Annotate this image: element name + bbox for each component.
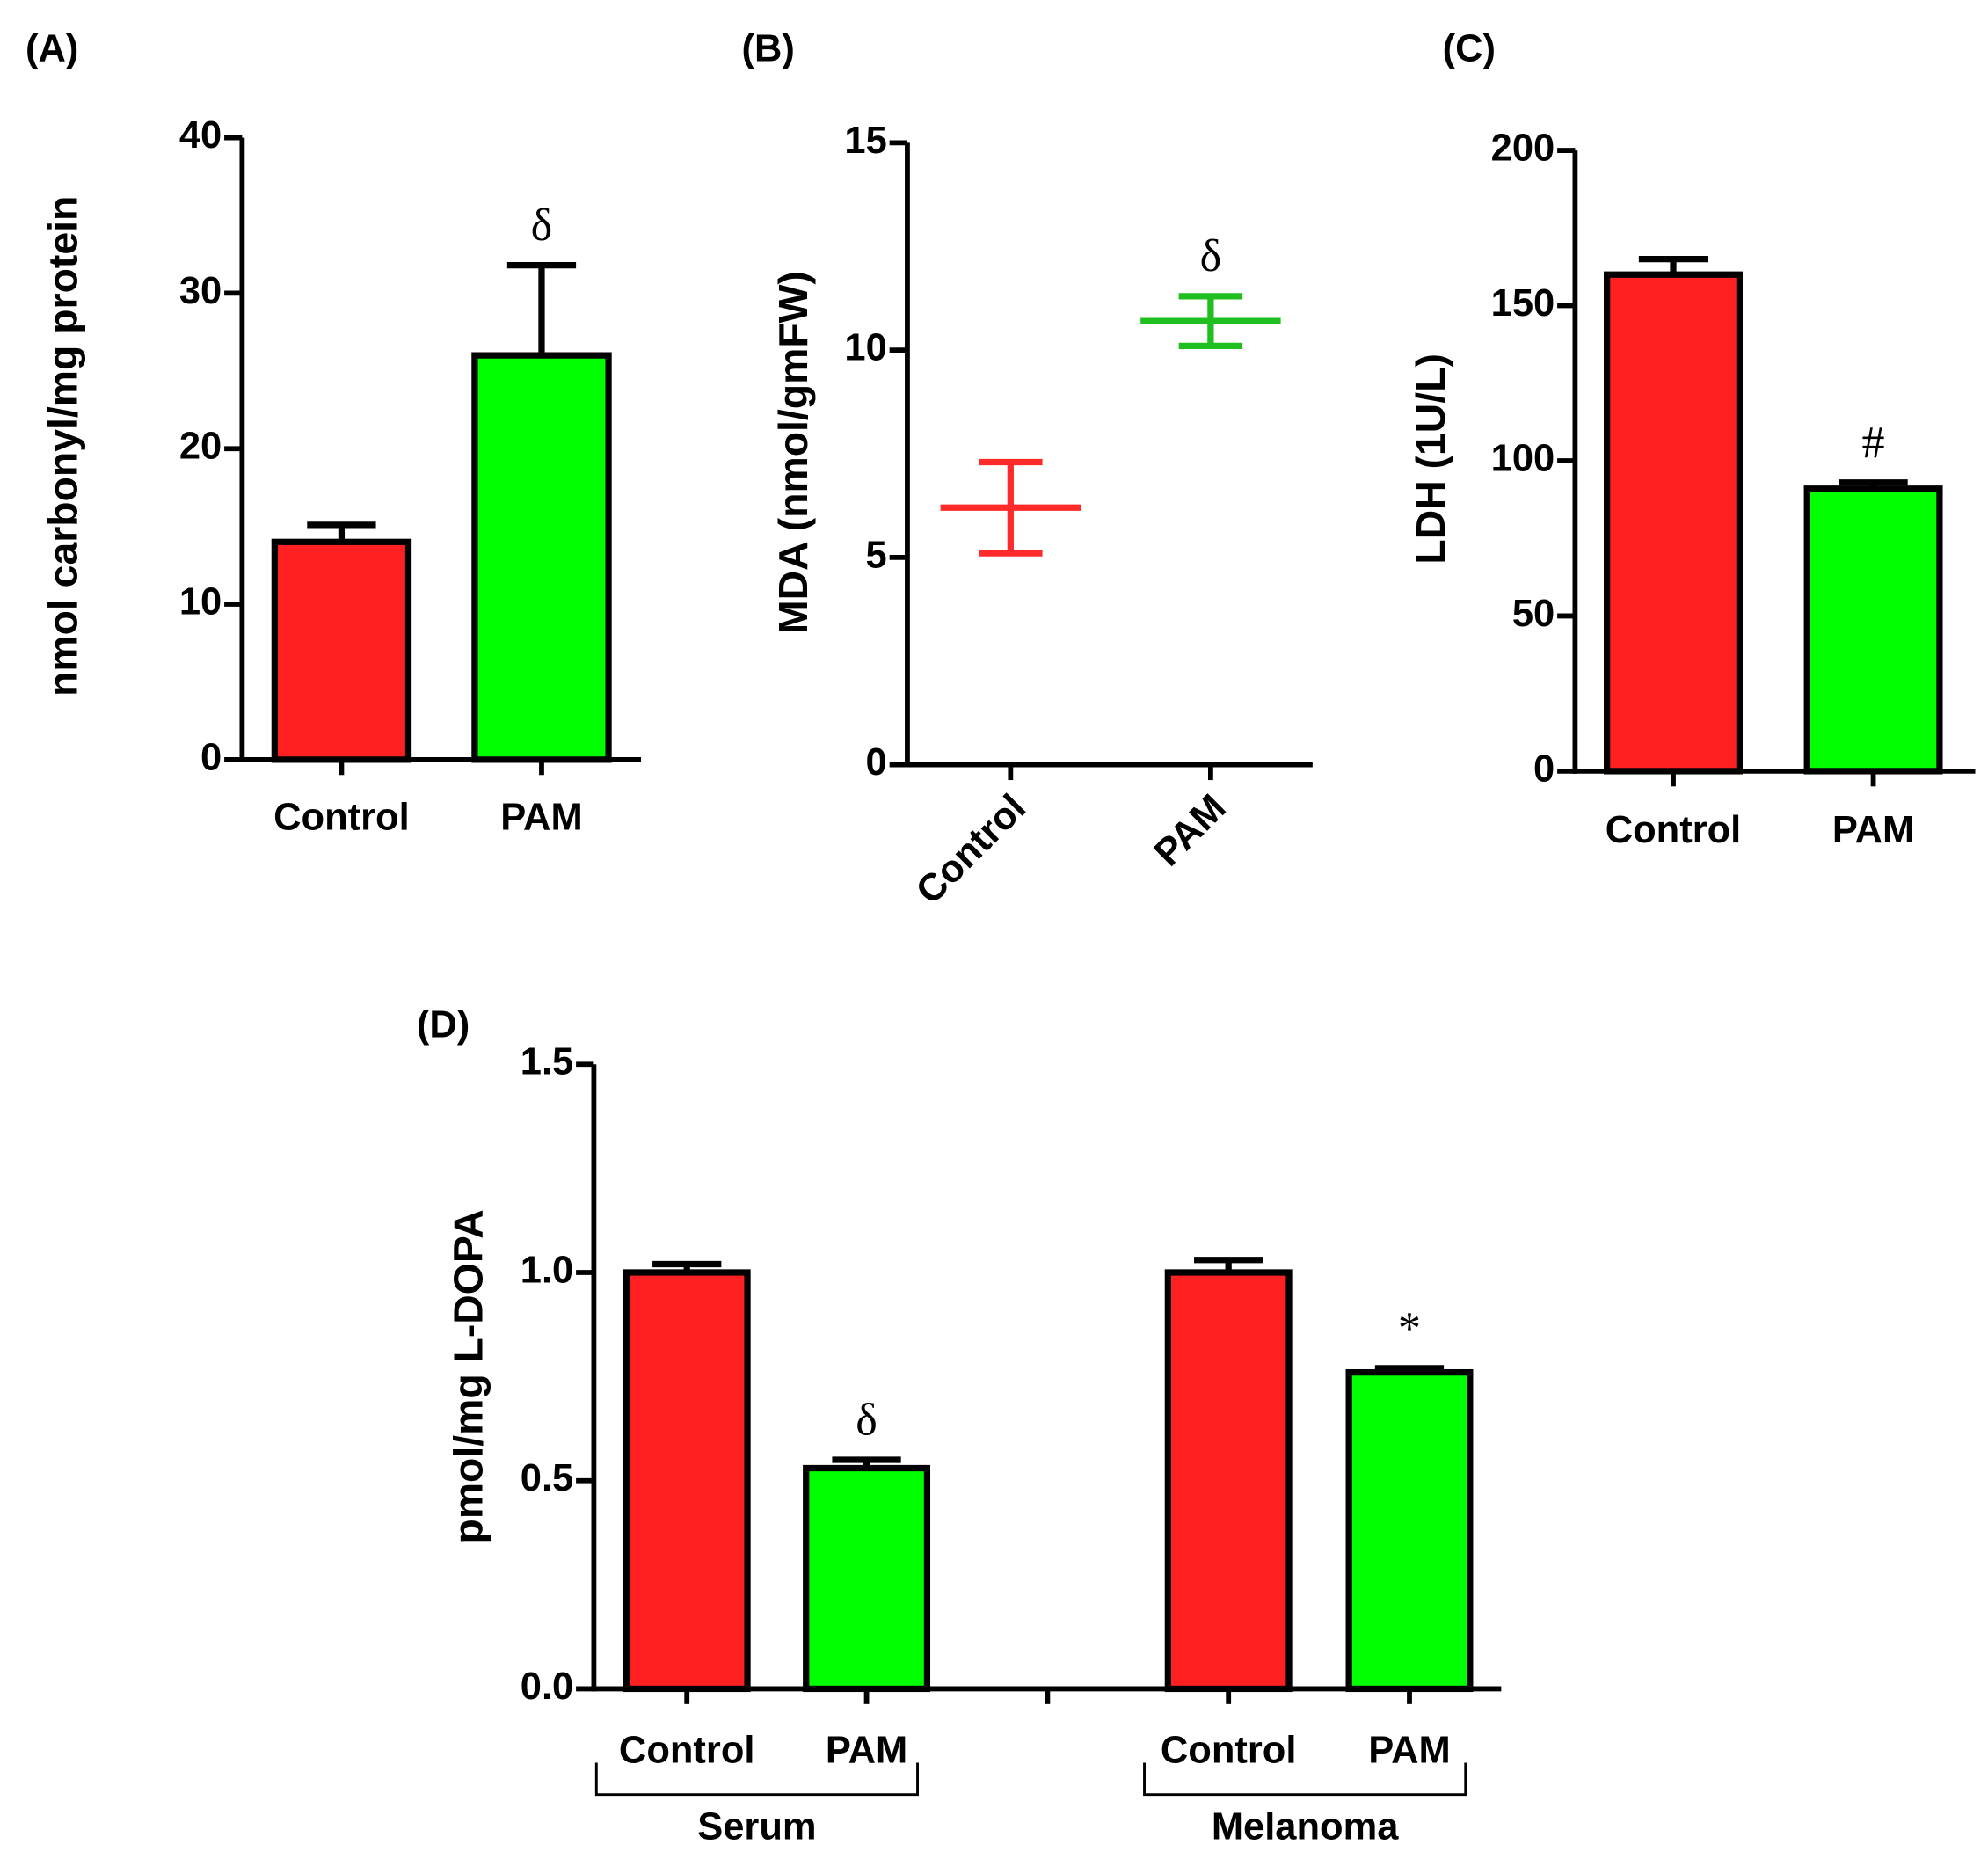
y-tick-label: 5 [866,534,887,576]
y-tick-label: 10 [179,581,222,623]
x-tick-label: PAM [1147,786,1234,874]
y-tick-label: 200 [1491,128,1555,170]
y-tick-label: 15 [844,120,886,162]
y-tick-label: 150 [1491,282,1555,324]
annotation: # [1862,418,1885,468]
bar [1164,1269,1293,1693]
x-tick-label: Control [1161,1729,1297,1771]
bar [1345,1368,1474,1693]
panel-label: (C) [1443,27,1496,69]
y-tick-label: 1.0 [521,1249,573,1291]
x-tick-label: PAM [1368,1729,1450,1771]
group-label: Serum [697,1805,816,1848]
bar [471,352,612,763]
y-axis-label: MDA (nmol/gmFW) [770,271,816,634]
x-tick-label: Control [273,796,410,838]
y-axis-label: LDH (1U/L) [1408,354,1453,565]
y-tick-label: 0.0 [521,1666,573,1708]
y-tick-label: 100 [1491,437,1555,479]
annotation: δ [531,201,553,251]
y-tick-label: 0 [200,736,222,778]
group-bracket [1143,1762,1467,1797]
bar [623,1269,751,1693]
annotation: * [1398,1303,1421,1353]
x-tick-label: Control [1606,809,1742,851]
x-tick-label: PAM [500,796,582,838]
bar [803,1464,931,1693]
y-tick-label: 50 [1512,593,1555,635]
group-label: Melanoma [1212,1805,1399,1848]
annotation: δ [856,1395,877,1445]
y-tick-label: 0.5 [521,1457,573,1499]
bar [1604,271,1743,775]
y-axis-label: nmol carbonyl/mg protein [40,196,86,696]
bar [271,538,412,763]
x-tick-label: Control [619,1729,755,1771]
panel-label: (A) [25,27,78,69]
y-axis-label: pmol/mg L-DOPA [446,1209,492,1543]
x-tick-label: PAM [826,1729,907,1771]
panel-label: (B) [742,27,795,69]
y-tick-label: 1.5 [521,1041,573,1083]
x-tick-label: PAM [1832,809,1914,851]
group-bracket [594,1762,919,1797]
y-tick-label: 40 [179,114,222,157]
bar [1803,485,1943,775]
x-tick-label: Control [908,786,1034,912]
y-tick-label: 0 [1533,747,1555,790]
y-tick-label: 0 [866,741,887,784]
y-tick-label: 30 [179,270,222,312]
annotation: δ [1200,231,1222,281]
panel-label: (D) [417,1004,470,1046]
y-tick-label: 10 [844,327,886,369]
y-tick-label: 20 [179,426,222,468]
